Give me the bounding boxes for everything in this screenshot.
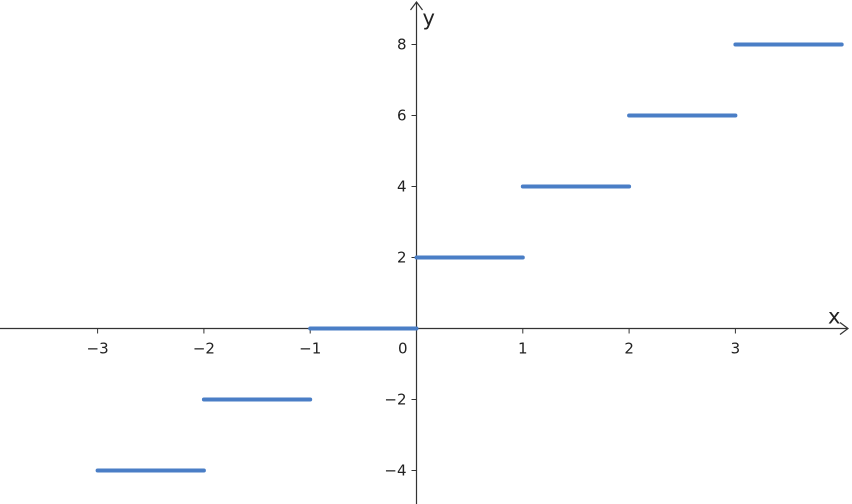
- x-tick-label: 3: [731, 340, 741, 358]
- x-tick-label: 2: [624, 340, 634, 358]
- y-tick-label: −4: [384, 462, 406, 480]
- x-axis-arrow: [839, 322, 849, 335]
- y-tick-label: 8: [397, 36, 407, 54]
- x-tick-label: −3: [87, 340, 109, 358]
- origin-tick-label: 0: [398, 340, 408, 358]
- y-tick-label: 2: [397, 249, 407, 267]
- axis-labels: x y 0: [398, 6, 840, 358]
- y-axis-arrow: [410, 0, 423, 11]
- y-axis-label: y: [423, 6, 435, 30]
- x-tick-label: −2: [193, 340, 215, 358]
- series: [95, 42, 844, 473]
- x-tick-label: 1: [518, 340, 528, 358]
- y-tick-label: 4: [397, 178, 407, 196]
- x-tick-label: −1: [299, 340, 321, 358]
- x-axis-label: x: [828, 305, 840, 329]
- y-tick-label: 6: [397, 107, 407, 125]
- y-tick-label: −2: [384, 391, 406, 409]
